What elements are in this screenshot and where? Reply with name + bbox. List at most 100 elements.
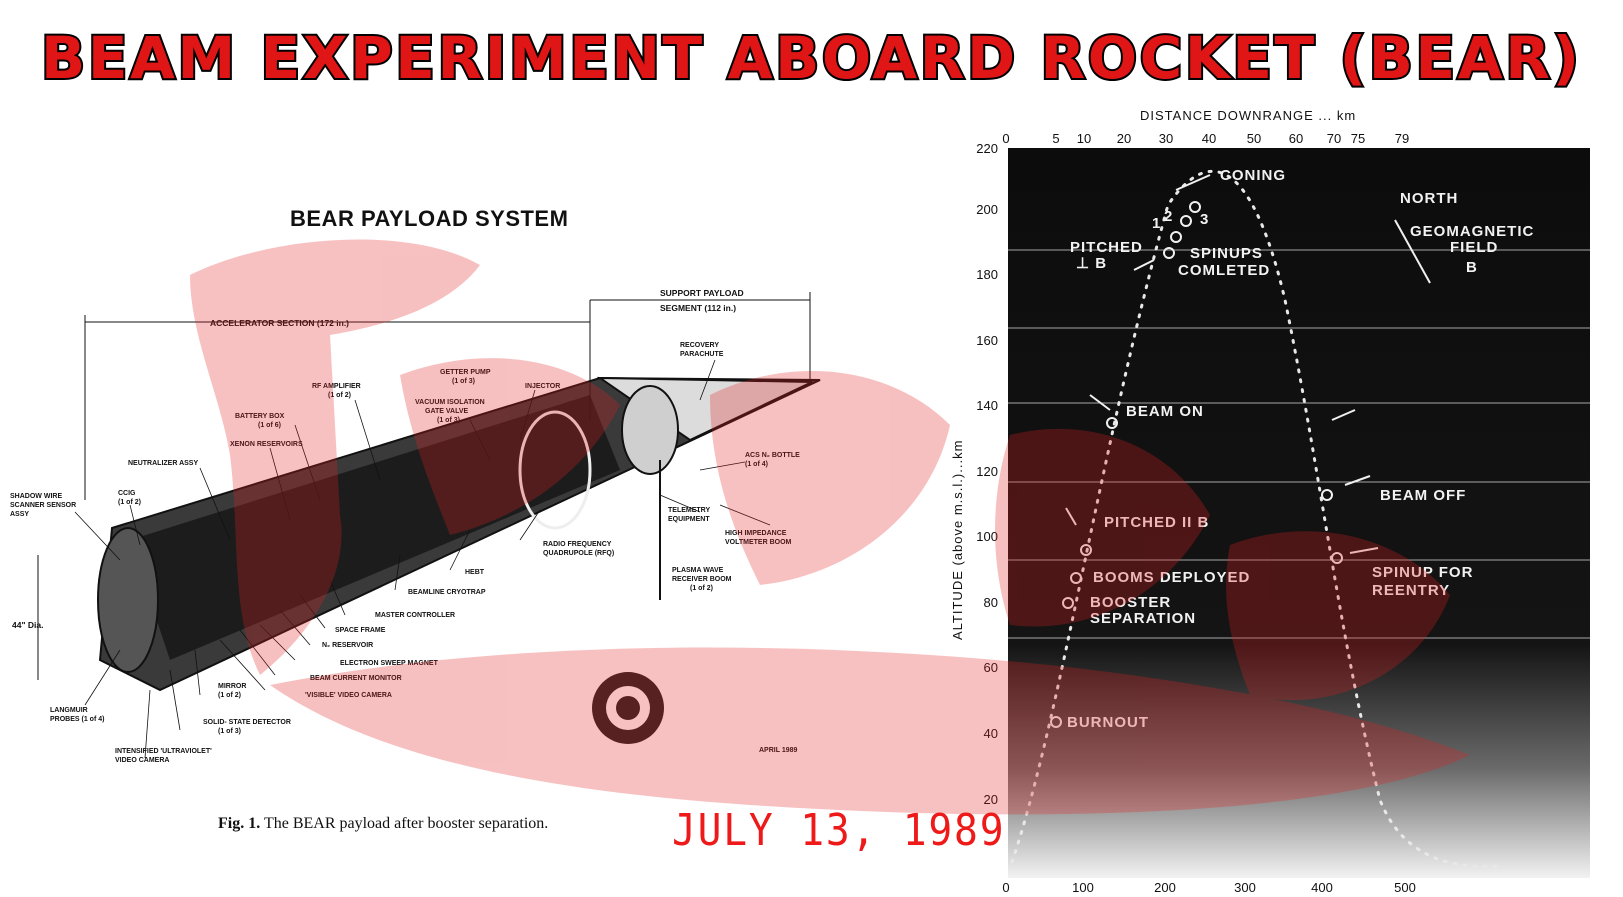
label-vacuum-valve-3: (1 of 3) xyxy=(437,417,460,424)
event-beam-off: BEAM OFF xyxy=(1380,487,1466,504)
banner-title: BEAM EXPERIMENT ABOARD ROCKET (BEAR) xyxy=(41,24,1581,92)
event-geomagnetic-2: FIELD xyxy=(1450,239,1498,256)
y-tick: 220 xyxy=(976,141,998,156)
event-booster-2: SEPARATION xyxy=(1090,610,1196,627)
rfq-ring xyxy=(518,410,592,530)
label-plasma-wave-1: PLASMA WAVE xyxy=(672,567,724,574)
event-markers xyxy=(1050,201,1343,728)
top-tick: 70 xyxy=(1327,131,1341,146)
label-ccig-2: (1 of 2) xyxy=(118,499,141,506)
label-high-impedance-2: VOLTMETER BOOM xyxy=(725,539,792,546)
label-support-segment-1: SUPPORT PAYLOAD xyxy=(660,288,744,298)
top-tick: 50 xyxy=(1247,131,1261,146)
bottom-tick: 500 xyxy=(1394,880,1416,895)
label-diameter: 44" Dia. xyxy=(12,620,43,630)
top-tick: 5 xyxy=(1052,131,1059,146)
label-battery-box-2: (1 of 6) xyxy=(258,422,281,429)
label-beamline-cryotrap: BEAMLINE CRYOTRAP xyxy=(408,589,486,596)
event-north: NORTH xyxy=(1400,190,1458,207)
label-shadow-wire-3: ASSY xyxy=(10,511,29,518)
label-telemetry-2: EQUIPMENT xyxy=(668,516,710,523)
top-tick: 75 xyxy=(1351,131,1365,146)
event-spinup-number-1: 1 xyxy=(1152,215,1161,232)
figure-number: Fig. 1. xyxy=(218,815,261,832)
label-langmuir-2: PROBES (1 of 4) xyxy=(50,716,104,723)
event-spinups-1: SPINUPS xyxy=(1190,245,1263,262)
leader-lines xyxy=(74,359,771,759)
payload-title: BEAR PAYLOAD SYSTEM xyxy=(290,206,569,231)
y-axis-label: ALTITUDE (above m.s.l.)...km xyxy=(950,440,965,640)
label-visible-camera: 'VISIBLE' VIDEO CAMERA xyxy=(305,692,392,699)
event-booster-1: BOOSTER xyxy=(1090,594,1171,611)
attitude-glyphs xyxy=(1065,174,1431,554)
event-spinup-number-2: 2 xyxy=(1164,208,1173,225)
label-langmuir-1: LANGMUIR xyxy=(50,707,88,714)
label-beam-current: BEAM CURRENT MONITOR xyxy=(310,675,402,682)
label-plasma-wave-3: (1 of 2) xyxy=(690,585,713,592)
dimension-lines xyxy=(37,292,811,680)
y-tick: 140 xyxy=(976,398,998,413)
label-uv-camera-1: INTENSIFIED 'ULTRAVIOLET' xyxy=(115,748,212,755)
event-geomagnetic-b: B xyxy=(1466,259,1478,276)
y-tick: 160 xyxy=(976,333,998,348)
label-recovery-parachute-2: PARACHUTE xyxy=(680,351,724,358)
bottom-tick: 0 xyxy=(1002,880,1009,895)
event-spinup-number-3: 3 xyxy=(1200,211,1209,228)
top-ticks: 0 5 10 20 30 40 50 60 70 75 79 xyxy=(1002,131,1409,146)
label-uv-camera-2: VIDEO CAMERA xyxy=(115,757,169,764)
top-tick: 20 xyxy=(1117,131,1131,146)
y-tick: 180 xyxy=(976,267,998,282)
event-geomagnetic-1: GEOMAGNETIC xyxy=(1410,223,1534,240)
y-tick: 80 xyxy=(984,595,998,610)
label-mirror-2: (1 of 2) xyxy=(218,692,241,699)
label-injector: INJECTOR xyxy=(525,383,560,390)
trajectory-panel xyxy=(1008,148,1590,878)
trajectory-path xyxy=(1010,169,1502,868)
label-rf-amplifier-1: RF AMPLIFIER xyxy=(312,383,361,390)
bottom-tick: 200 xyxy=(1154,880,1176,895)
label-plasma-wave-2: RECEIVER BOOM xyxy=(672,576,732,583)
label-xenon: XENON RESERVOIRS xyxy=(230,441,303,448)
label-acs-bottle-2: (1 of 4) xyxy=(745,461,768,468)
event-pitched-perp-1: PITCHED xyxy=(1070,239,1143,256)
label-solid-state-1: SOLID- STATE DETECTOR xyxy=(203,719,291,726)
top-tick: 79 xyxy=(1395,131,1409,146)
label-shadow-wire-1: SHADOW WIRE xyxy=(10,493,62,500)
y-ticks: 20 40 60 80 100 120 140 160 180 200 220 xyxy=(976,141,998,807)
label-n2-reservoir: N₂ RESERVOIR xyxy=(322,642,373,649)
rocket-base xyxy=(97,527,159,673)
top-tick: 0 xyxy=(1002,131,1009,146)
event-burnout: BURNOUT xyxy=(1067,714,1149,731)
y-tick: 40 xyxy=(984,726,998,741)
bottom-ticks: 0 100 200 300 400 500 xyxy=(1002,880,1415,895)
event-spinup-reentry-1: SPINUP FOR xyxy=(1372,564,1473,581)
label-electron-sweep: ELECTRON SWEEP MAGNET xyxy=(340,660,439,667)
bottom-tick: 300 xyxy=(1234,880,1256,895)
top-tick: 30 xyxy=(1159,131,1173,146)
event-pitched-parallel: PITCHED II B xyxy=(1104,514,1209,531)
y-tick: 100 xyxy=(976,529,998,544)
label-mirror-1: MIRROR xyxy=(218,683,246,690)
label-support-segment-2: SEGMENT (112 in.) xyxy=(660,303,736,313)
label-acs-bottle-1: ACS N₂ BOTTLE xyxy=(745,452,800,459)
label-battery-box-1: BATTERY BOX xyxy=(235,413,285,420)
y-tick: 60 xyxy=(984,660,998,675)
label-recovery-parachute-1: RECOVERY xyxy=(680,342,719,349)
label-master-controller: MASTER CONTROLLER xyxy=(375,612,455,619)
label-rf-amplifier-2: (1 of 2) xyxy=(328,392,351,399)
payload-diagram: ACCELERATOR SECTION (172 in.) SUPPORT PA… xyxy=(10,288,821,764)
label-neutralizer: NEUTRALIZER ASSY xyxy=(128,460,198,467)
label-high-impedance-1: HIGH IMPEDANCE xyxy=(725,530,787,537)
figure-caption: Fig. 1. The BEAR payload after booster s… xyxy=(218,815,548,833)
event-spinups-2: COMLETED xyxy=(1178,262,1270,279)
label-getter-pump-2: (1 of 3) xyxy=(452,378,475,385)
label-rfq-1: RADIO FREQUENCY xyxy=(543,541,612,548)
figure-caption-text: The BEAR payload after booster separatio… xyxy=(263,815,549,832)
y-tick: 200 xyxy=(976,202,998,217)
event-beam-on: BEAM ON xyxy=(1126,403,1204,420)
label-getter-pump-1: GETTER PUMP xyxy=(440,369,491,376)
date-stamp: JULY 13, 1989 xyxy=(672,805,1006,856)
label-shadow-wire-2: SCANNER SENSOR xyxy=(10,502,76,509)
accessory-emblem xyxy=(592,672,664,744)
bottom-tick: 100 xyxy=(1072,880,1094,895)
